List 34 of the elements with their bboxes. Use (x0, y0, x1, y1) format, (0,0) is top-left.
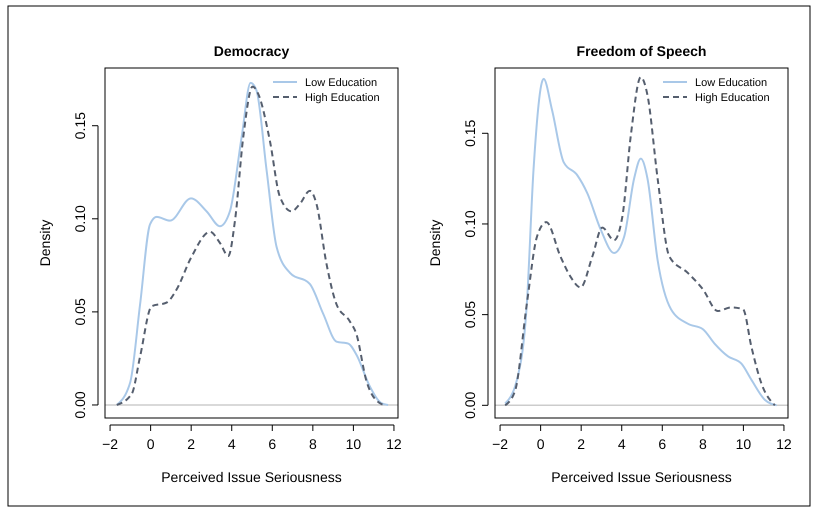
x-tick-label: 6 (658, 436, 666, 452)
legend-label: High Education (695, 92, 770, 104)
x-tick-label: 0 (536, 436, 545, 452)
y-tick-label: 0.05 (462, 300, 478, 328)
x-tick-label: 8 (308, 436, 317, 452)
y-axis-title: Density (37, 220, 53, 266)
x-tick-label: 4 (228, 436, 236, 452)
y-tick-label: 0.15 (72, 112, 88, 140)
y-tick-label: 0.15 (462, 119, 478, 147)
x-axis-title: Perceived Issue Seriousness (161, 469, 342, 485)
x-tick-label: 2 (187, 436, 196, 452)
y-tick-label: 0.00 (462, 391, 478, 419)
x-axis-title: Perceived Issue Seriousness (551, 469, 732, 485)
x-tick-label: 8 (698, 436, 707, 452)
x-tick-label: 6 (268, 436, 276, 452)
y-tick-label: 0.10 (72, 204, 88, 232)
y-tick-label: 0.05 (72, 298, 88, 326)
legend-label: Low Education (695, 77, 768, 89)
chart-title: Freedom of Speech (576, 43, 706, 59)
x-tick-label: 10 (736, 436, 752, 452)
y-axis-title: Density (427, 220, 443, 266)
legend-label: Low Education (305, 77, 378, 89)
chart-title: Democracy (214, 43, 290, 59)
x-tick-label: 12 (386, 436, 402, 452)
legend-label: High Education (305, 92, 380, 104)
x-tick-label: 0 (146, 436, 155, 452)
x-tick-label: 10 (346, 436, 362, 452)
x-tick-label: 4 (618, 436, 626, 452)
x-tick-label: 2 (577, 436, 586, 452)
y-tick-label: 0.10 (462, 210, 478, 238)
x-tick-label: −2 (102, 436, 118, 452)
x-tick-label: −2 (492, 436, 508, 452)
y-tick-label: 0.00 (72, 391, 88, 419)
x-tick-label: 12 (776, 436, 792, 452)
